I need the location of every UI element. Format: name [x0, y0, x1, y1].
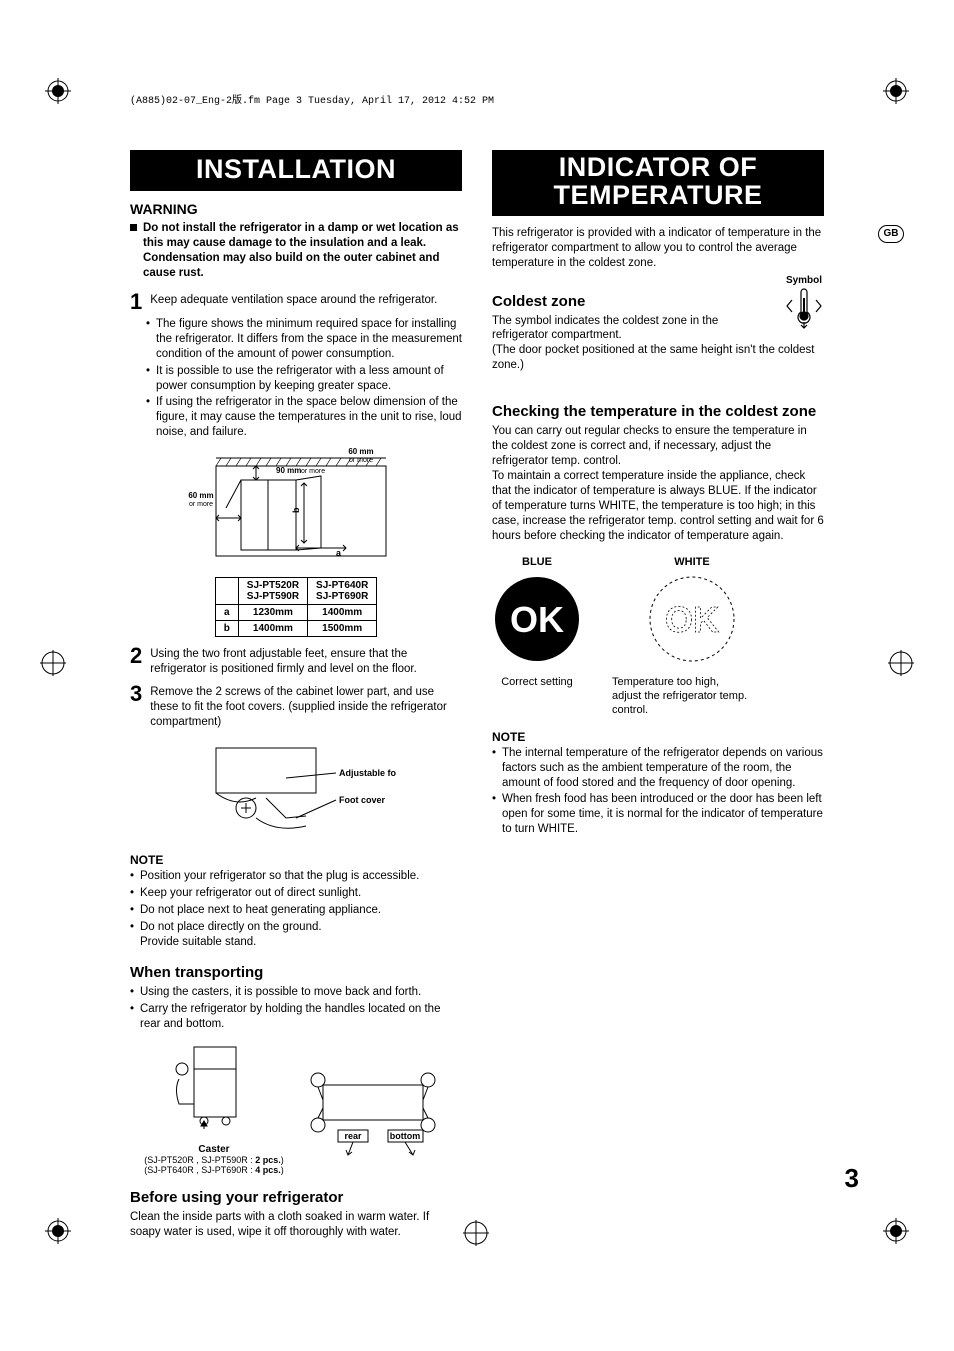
content-columns: INSTALLATION WARNING Do not install the … [60, 150, 894, 1244]
correct-caption: Correct setting [492, 675, 582, 689]
left-column: INSTALLATION WARNING Do not install the … [130, 150, 462, 1244]
language-badge: GB [878, 225, 904, 243]
banner-line1: INDICATOR OF [559, 152, 758, 182]
note-item: Do not place next to heat generating app… [140, 903, 462, 918]
svg-text:or more: or more [349, 457, 373, 464]
page-number: 3 [845, 1163, 859, 1194]
warning-body: Do not install the refrigerator in a dam… [143, 221, 462, 281]
symbol-label: Symbol [784, 275, 824, 286]
step-3: 3 Remove the 2 screws of the cabinet low… [130, 683, 462, 730]
thermometer-symbol-icon [784, 286, 824, 330]
white-label: WHITE [612, 556, 772, 568]
svg-text:60 mm: 60 mm [348, 448, 373, 456]
coldest-zone-text: The symbol indicates the coldest zone in… [492, 314, 824, 374]
before-using-text: Clean the inside parts with a cloth soak… [130, 1210, 462, 1240]
note-heading: NOTE [492, 730, 824, 744]
symbol-box: Symbol [784, 275, 824, 333]
dimension-table: SJ-PT520R SJ-PT590R SJ-PT640R SJ-PT690R … [215, 577, 378, 637]
warning-text: Do not install the refrigerator in a dam… [130, 221, 462, 281]
registration-mark-icon [463, 1220, 489, 1246]
svg-text:or more: or more [189, 501, 213, 508]
step-text: Remove the 2 screws of the cabinet lower… [150, 683, 462, 730]
step-text: Using the two front adjustable feet, ens… [150, 645, 462, 677]
warning-heading: WARNING [130, 201, 462, 217]
bullet-item: Using the casters, it is possible to mov… [140, 985, 462, 1000]
step-number: 2 [130, 645, 142, 677]
table-header: SJ-PT520R SJ-PT590R [238, 578, 307, 605]
page: (A885)02-07_Eng-2版.fm Page 3 Tuesday, Ap… [0, 0, 954, 1294]
svg-text:60 mm: 60 mm [188, 491, 213, 500]
step1-bullets: The figure shows the minimum required sp… [144, 317, 462, 441]
ok-white-col: WHITE OK Temperature too high, adjust th… [612, 556, 772, 718]
note-heading: NOTE [130, 853, 462, 867]
note-list: Position your refrigerator so that the p… [130, 869, 462, 950]
ok-blue-col: BLUE OK Correct setting [492, 556, 582, 718]
step-2: 2 Using the two front adjustable feet, e… [130, 645, 462, 677]
ok-indicator-row: BLUE OK Correct setting WHITE OK Tempera… [492, 556, 824, 718]
svg-text:Foot cover: Foot cover [339, 795, 386, 805]
note-item: When fresh food has been introduced or t… [502, 792, 824, 837]
before-using-heading: Before using your refrigerator [130, 1189, 462, 1206]
crop-mark-icon [883, 78, 909, 104]
ok-filled-icon: OK [492, 574, 582, 664]
square-bullet-icon [130, 224, 137, 231]
transport-figure: Caster (SJ-PT520R , SJ-PT590R : 2 pcs.) … [130, 1039, 462, 1175]
svg-text:OK: OK [510, 599, 564, 640]
right-column: INDICATOR OF TEMPERATURE This refrigerat… [492, 150, 824, 1244]
table-header [215, 578, 238, 605]
coldest-zone-heading: Coldest zone [492, 293, 824, 310]
ok-outline-icon: OK [647, 574, 737, 664]
intro-text: This refrigerator is provided with a ind… [492, 226, 824, 271]
indicator-banner: INDICATOR OF TEMPERATURE [492, 150, 824, 216]
note-item: The internal temperature of the refriger… [502, 746, 824, 791]
svg-text:OK: OK [665, 599, 719, 640]
note-item: Keep your refrigerator out of direct sun… [140, 886, 462, 901]
svg-text:rear: rear [344, 1131, 362, 1141]
step-number: 3 [130, 683, 142, 730]
banner-line2: TEMPERATURE [553, 180, 762, 210]
blue-label: BLUE [492, 556, 582, 568]
svg-text:or more: or more [301, 468, 325, 475]
caster-pcs-note: (SJ-PT520R , SJ-PT590R : 2 pcs.) (SJ-PT6… [144, 1155, 284, 1175]
bullet-item: Carry the refrigerator by holding the ha… [140, 1002, 462, 1032]
crop-mark-icon [45, 1218, 71, 1244]
svg-text:b: b [291, 507, 301, 513]
table-row: a 1230mm 1400mm [215, 605, 377, 621]
crop-mark-icon [45, 78, 71, 104]
clearance-figure: 60 mm or more 60 mm or more 90 mm or mor… [130, 448, 462, 637]
bullet-item: If using the refrigerator in the space b… [156, 395, 462, 440]
registration-mark-icon [888, 650, 914, 676]
file-header-text: (A885)02-07_Eng-2版.fm Page 3 Tuesday, Ap… [130, 91, 494, 107]
step-1: 1 Keep adequate ventilation space around… [130, 291, 462, 313]
step-number: 1 [130, 291, 142, 313]
checking-text: You can carry out regular checks to ensu… [492, 424, 824, 544]
too-high-caption: Temperature too high, adjust the refrige… [612, 675, 772, 718]
note-item: Do not place directly on the ground. Pro… [140, 920, 462, 950]
caster-label: Caster [144, 1144, 284, 1155]
table-header: SJ-PT640R SJ-PT690R [308, 578, 377, 605]
right-note-list: The internal temperature of the refriger… [492, 746, 824, 838]
foot-cover-figure: Adjustable foot Foot cover [130, 738, 462, 843]
note-item: Position your refrigerator so that the p… [140, 869, 462, 884]
svg-text:Adjustable foot: Adjustable foot [339, 768, 396, 778]
transport-list: Using the casters, it is possible to mov… [130, 985, 462, 1032]
bullet-item: It is possible to use the refrigerator w… [156, 364, 462, 394]
transporting-heading: When transporting [130, 964, 462, 981]
svg-text:bottom: bottom [390, 1131, 421, 1141]
registration-mark-icon [40, 650, 66, 676]
svg-text:90 mm: 90 mm [276, 466, 301, 475]
installation-banner: INSTALLATION [130, 150, 462, 191]
bullet-item: The figure shows the minimum required sp… [156, 317, 462, 362]
table-row: b 1400mm 1500mm [215, 621, 377, 637]
crop-mark-icon [883, 1218, 909, 1244]
checking-heading: Checking the temperature in the coldest … [492, 403, 824, 420]
step-text: Keep adequate ventilation space around t… [150, 291, 437, 313]
